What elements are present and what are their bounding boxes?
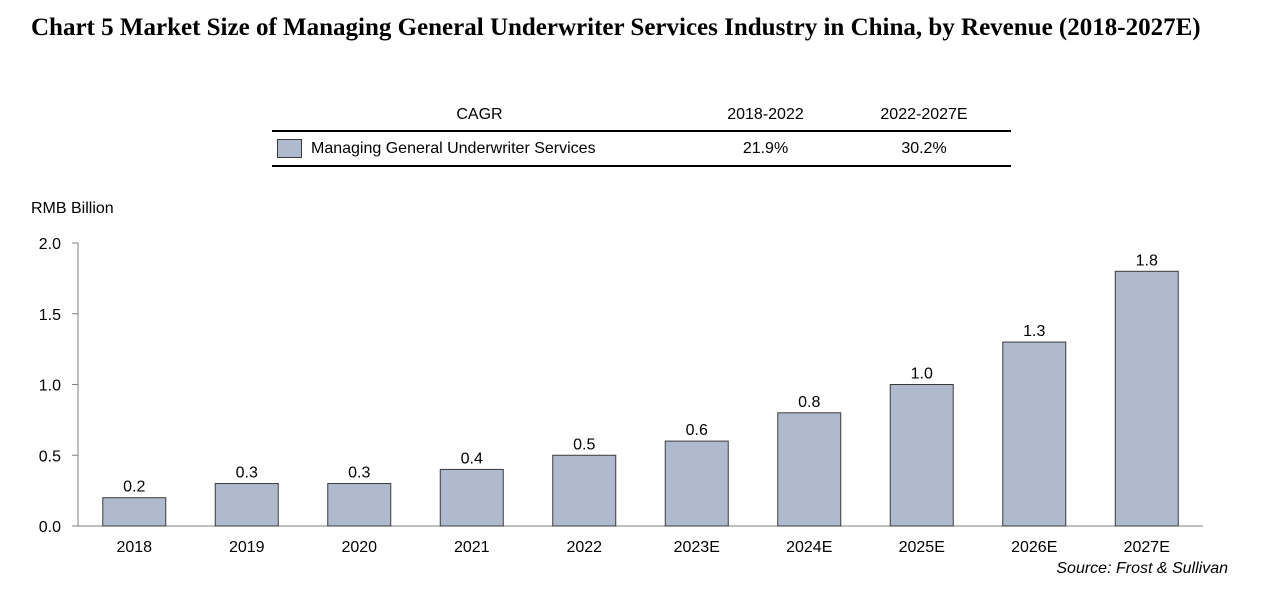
bar-2021 — [439, 468, 504, 527]
bar-2023E — [664, 440, 729, 527]
bar-2019 — [214, 483, 279, 527]
y-tick-label: 1.0 — [39, 378, 61, 395]
bar-2024E — [777, 412, 842, 527]
y-tick-label: 1.5 — [39, 307, 61, 324]
bar-value-label: 0.2 — [123, 479, 145, 496]
y-tick-label: 2.0 — [39, 236, 61, 253]
bar-2025E — [889, 384, 954, 527]
y-axis-label: RMB Billion — [31, 200, 114, 217]
x-tick-label: 2018 — [116, 539, 152, 556]
source-note: Source: Frost & Sullivan — [1056, 560, 1228, 577]
legend-swatch — [277, 139, 302, 158]
y-tick-label: 0.5 — [39, 448, 61, 465]
x-tick-label: 2023E — [674, 539, 720, 556]
x-tick-label: 2019 — [229, 539, 265, 556]
bar-value-label: 0.3 — [236, 465, 258, 482]
x-tick-label: 2021 — [454, 539, 490, 556]
cagr-col2-header: 2022-2027E — [880, 106, 968, 123]
x-tick-label: 2025E — [899, 539, 945, 556]
x-tick-label: 2027E — [1124, 539, 1170, 556]
cagr-col1-header: 2018-2022 — [727, 106, 804, 123]
bar-value-label: 1.8 — [1136, 252, 1158, 269]
cagr-row-label: Managing General Underwriter Services — [311, 139, 596, 157]
x-tick-label: 2024E — [786, 539, 832, 556]
cagr-data-row: Managing General Underwriter Services 21… — [272, 132, 1011, 167]
bar-value-label: 0.5 — [573, 436, 595, 453]
x-tick-label: 2022 — [566, 539, 602, 556]
bar-2026E — [1002, 341, 1067, 527]
cagr-header-label: CAGR — [456, 106, 503, 123]
cagr-row-label-cell: Managing General Underwriter Services — [272, 139, 687, 158]
cagr-table: CAGR 2018-2022 2022-2027E Managing Gener… — [272, 100, 1011, 167]
x-tick-label: 2026E — [1011, 539, 1057, 556]
chart-bars: 0.2 2018 0.3 2019 0.3 2020 0.4 2021 0.5 2022 0.6 20… — [102, 252, 1179, 556]
x-tick-label: 2020 — [341, 539, 377, 556]
bar-value-label: 1.0 — [911, 366, 933, 383]
cagr-header-row: CAGR 2018-2022 2022-2027E — [272, 100, 1011, 132]
bar-value-label: 0.8 — [798, 394, 820, 411]
y-tick-label: 0.0 — [39, 519, 61, 536]
bar-value-label: 0.4 — [461, 450, 483, 467]
cagr-col1-value: 21.9% — [742, 139, 789, 157]
cagr-col2-value: 30.2% — [901, 139, 947, 157]
bar-2027E — [1114, 270, 1179, 527]
bar-2022 — [552, 454, 617, 527]
bar-value-label: 0.3 — [348, 465, 370, 482]
bar-value-label: 1.3 — [1023, 323, 1045, 340]
bar-2018 — [102, 497, 167, 527]
bar-2020 — [327, 483, 392, 527]
chart-axes: 0.0 0.5 1.0 1.5 2.0 — [39, 236, 1203, 536]
bar-value-label: 0.6 — [686, 422, 708, 439]
chart-title: Chart 5 Market Size of Managing General … — [31, 14, 1201, 41]
